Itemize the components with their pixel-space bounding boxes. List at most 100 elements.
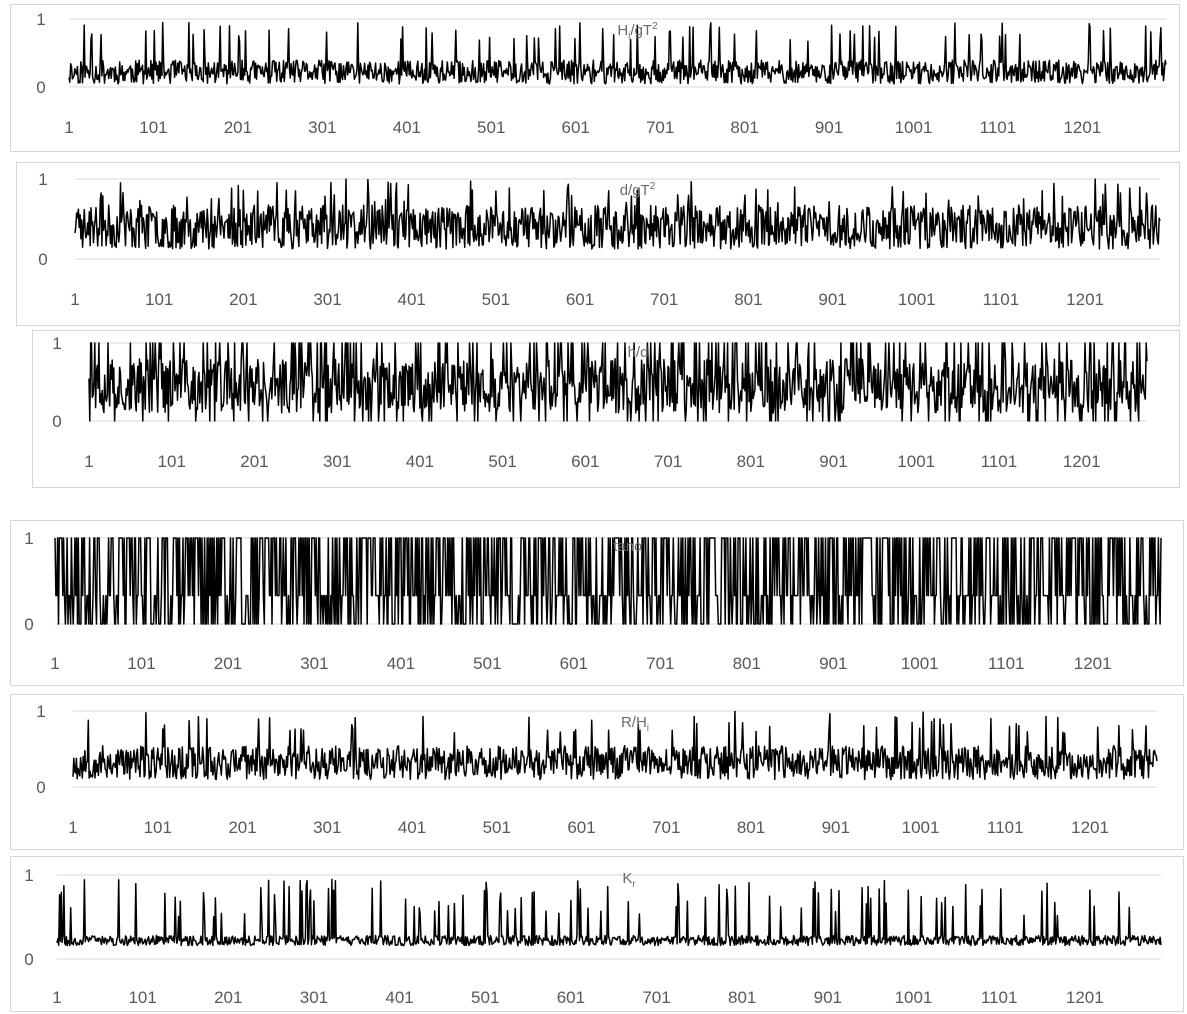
x-tick-label: 1 xyxy=(64,118,73,137)
x-tick-label: 101 xyxy=(128,988,156,1007)
x-tick-label: 101 xyxy=(144,818,172,837)
y-tick-label: 1 xyxy=(38,170,47,189)
x-tick-label: 201 xyxy=(214,654,242,673)
x-tick-label: 101 xyxy=(139,118,167,137)
x-tick-label: 1101 xyxy=(988,654,1025,673)
x-tick-label: 301 xyxy=(308,118,336,137)
x-tick-label: 1001 xyxy=(897,452,935,471)
x-tick-label: 601 xyxy=(562,118,590,137)
chart-panel-3: 0 1 1 101 201 301 401 501 601 701 801 901 1001 1101 12… xyxy=(32,330,1180,488)
x-tick-label: 301 xyxy=(313,290,341,309)
x-tick-label: 1201 xyxy=(1066,290,1104,309)
x-tick-label: 1001 xyxy=(901,654,939,673)
x-tick-label: 401 xyxy=(406,452,434,471)
x-tick-label: 701 xyxy=(646,118,674,137)
x-tick-label: 801 xyxy=(728,988,756,1007)
x-tick-label: 1101 xyxy=(983,290,1020,309)
x-tick-label: 701 xyxy=(642,988,670,1007)
x-tick-label: 801 xyxy=(737,452,765,471)
x-tick-label: 401 xyxy=(387,654,415,673)
x-tick-label: 201 xyxy=(229,290,257,309)
x-tick-label: 1 xyxy=(50,654,59,673)
x-tick-label: 901 xyxy=(814,988,842,1007)
x-tick-label: 501 xyxy=(477,118,505,137)
x-tick-label: 901 xyxy=(819,654,847,673)
chart-svg-5: 011 101 201 301 401 501 601 701 801 901 1001 1101 12… xyxy=(36,702,1158,837)
x-tick-label: 201 xyxy=(214,988,242,1007)
x-tick-label: 701 xyxy=(654,452,682,471)
chart-panel-2: 0 1 1 101 201 301 401 501 601 701 801 901 1001 1101 12… xyxy=(16,162,1180,326)
x-tick-label: 901 xyxy=(818,290,846,309)
x-tick-label: 1001 xyxy=(895,118,933,137)
y-tick-label: 0 xyxy=(24,615,33,634)
x-tick-label: 1201 xyxy=(1074,654,1112,673)
x-tick-label: 401 xyxy=(398,818,426,837)
x-tick-label: 1 xyxy=(68,818,77,837)
chart-panel-6: 0 1 1 101 201 301 401 501 601 701 801 901 1001 1101 12… xyxy=(10,856,1184,1012)
chart-panel-1: 0 1 1 101 201 301 401 501 601 701 801 901 1001 1101 12… xyxy=(10,4,1180,152)
chart-svg-4: 011 101 201 301 401 501 601 701 801 901 1001 1101 12… xyxy=(24,529,1162,673)
y-tick-label: 0 xyxy=(24,950,33,969)
x-tick-label: 401 xyxy=(393,118,421,137)
x-tick-label: 1201 xyxy=(1063,452,1101,471)
x-tick-label: 701 xyxy=(652,818,680,837)
x-tick-label: 1101 xyxy=(987,818,1024,837)
data-series-line xyxy=(56,878,1162,947)
x-tick-label: 901 xyxy=(822,818,850,837)
y-tick-label: 0 xyxy=(36,778,45,797)
chart-svg-2: 011 101 201 301 401 501 601 701 801 901 1001 1101 12… xyxy=(38,170,1161,309)
x-tick-label: 201 xyxy=(228,818,256,837)
x-tick-label: 1 xyxy=(52,988,61,1007)
chart-panel-5: 0 1 1 101 201 301 401 501 601 701 801 901 1001 1101 12… xyxy=(10,694,1184,850)
x-tick-label: 1101 xyxy=(981,988,1018,1007)
x-tick-label: 501 xyxy=(488,452,516,471)
data-series-line xyxy=(74,178,1161,250)
x-tick-label: 301 xyxy=(313,818,341,837)
y-tick-label: 0 xyxy=(52,412,61,431)
x-tick-label: 1001 xyxy=(895,988,933,1007)
chart-title: Kr xyxy=(622,870,636,890)
x-tick-label: 1001 xyxy=(898,290,936,309)
x-tick-label: 401 xyxy=(385,988,413,1007)
chart-svg-3: 011 101 201 301 401 501 601 701 801 901 1001 1101 12… xyxy=(52,334,1148,471)
x-tick-label: 701 xyxy=(650,290,678,309)
chart-title: tanα xyxy=(613,538,643,555)
y-tick-label: 1 xyxy=(52,334,61,353)
y-tick-label: 1 xyxy=(24,529,33,548)
x-tick-label: 301 xyxy=(300,654,328,673)
y-tick-label: 0 xyxy=(36,78,45,97)
chart-svg-1: 011 101 201 301 401 501 601 701 801 901 1001 1101 12… xyxy=(36,10,1167,137)
y-tick-label: 1 xyxy=(24,866,33,885)
data-series-line xyxy=(72,710,1158,781)
x-tick-label: 1201 xyxy=(1071,818,1109,837)
chart-svg-6: 011 101 201 301 401 501 601 701 801 901 1001 1101 12… xyxy=(24,866,1162,1007)
x-tick-label: 1001 xyxy=(902,818,940,837)
y-tick-label: 0 xyxy=(38,250,47,269)
y-tick-label: 1 xyxy=(36,702,45,721)
x-tick-label: 601 xyxy=(557,988,585,1007)
x-tick-label: 601 xyxy=(560,654,588,673)
chart-panel-4: 0 1 1 101 201 301 401 501 601 701 801 901 1001 1101 12… xyxy=(10,520,1184,686)
x-tick-label: 301 xyxy=(300,988,328,1007)
x-tick-label: 801 xyxy=(734,290,762,309)
x-tick-label: 201 xyxy=(240,452,268,471)
x-tick-label: 901 xyxy=(815,118,843,137)
x-tick-label: 501 xyxy=(473,654,501,673)
x-tick-label: 1201 xyxy=(1063,118,1101,137)
x-tick-label: 1 xyxy=(84,452,93,471)
x-tick-label: 301 xyxy=(323,452,351,471)
data-series-line xyxy=(68,21,1167,85)
x-tick-label: 801 xyxy=(730,118,758,137)
x-tick-label: 701 xyxy=(646,654,674,673)
x-tick-label: 1101 xyxy=(980,118,1017,137)
x-tick-label: 601 xyxy=(567,818,595,837)
data-series-line xyxy=(88,342,1148,422)
x-tick-label: 601 xyxy=(571,452,599,471)
y-tick-label: 1 xyxy=(36,10,45,29)
x-tick-label: 101 xyxy=(127,654,155,673)
x-tick-label: 101 xyxy=(158,452,186,471)
x-tick-label: 901 xyxy=(819,452,847,471)
chart-title: d/gT2 xyxy=(620,181,656,199)
chart-title: R/Hi xyxy=(621,714,649,734)
data-series-line xyxy=(54,537,1162,625)
